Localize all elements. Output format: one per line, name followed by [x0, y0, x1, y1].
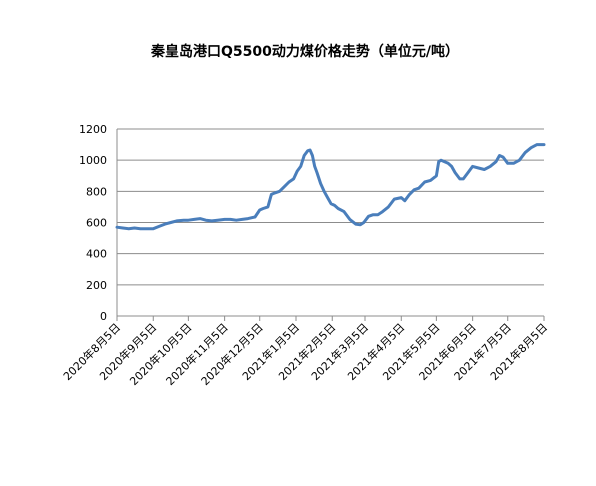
y-tick-label: 800 [86, 185, 107, 198]
y-tick-label: 200 [86, 279, 107, 292]
chart-title: 秦皇岛港口Q5500动力煤价格走势（单位元/吨） [150, 43, 459, 60]
grid-layer [116, 128, 544, 317]
y-tick-label: 600 [86, 217, 107, 230]
y-tick-label: 0 [100, 310, 107, 323]
y-tick-label: 1200 [79, 123, 107, 136]
x-tick-label: 2020年10月5日 [127, 320, 195, 388]
y-tick-label: 1000 [79, 154, 107, 167]
price-series-line [115, 143, 546, 231]
y-tick-label: 400 [86, 248, 107, 261]
x-tick-label: 2020年12月5日 [198, 320, 266, 388]
series-layer [115, 143, 546, 231]
x-tick-label: 2020年11月5日 [163, 320, 231, 388]
x-axis: 2020年8月5日2020年9月5日2020年10月5日2020年11月5日20… [60, 316, 550, 388]
y-axis: 0 200 400 600 800 1000 1200 [79, 123, 107, 323]
